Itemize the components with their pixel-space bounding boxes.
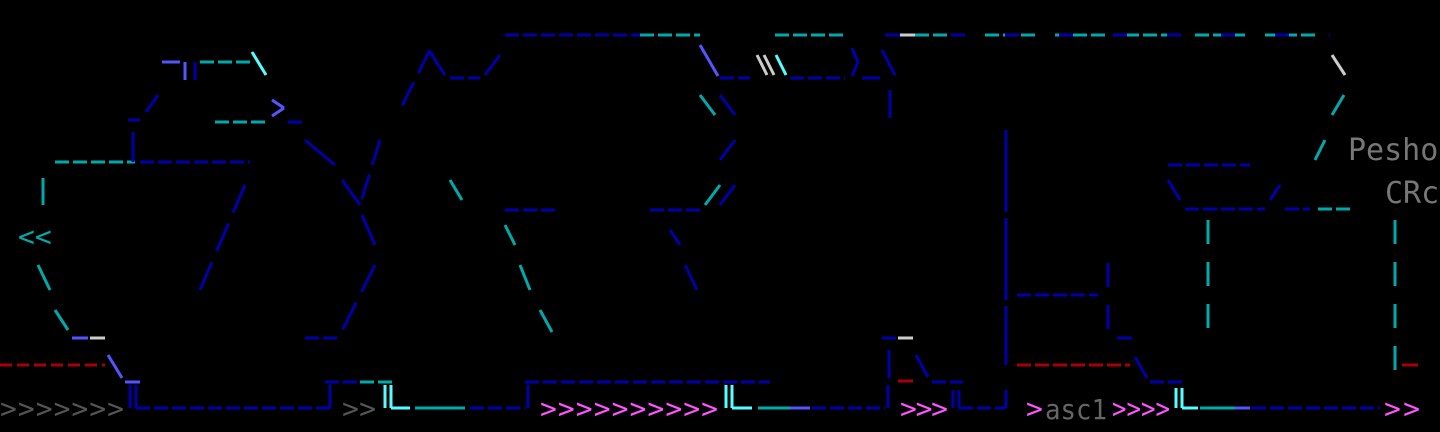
art-stroke [398,49,432,111]
magenta-chevron-one: > [1026,392,1043,425]
art-stroke [1330,94,1346,116]
art-stroke [1313,139,1327,161]
art-stroke [198,184,247,291]
art-stroke [358,139,382,206]
art-stroke [774,54,788,76]
art-stroke [518,264,532,291]
art-stroke [718,139,737,161]
art-stroke [718,94,737,116]
art-stroke [698,44,720,77]
magenta-chevrons-long: >>>>>>>>>> [540,392,718,425]
magenta-chevrons-four: >>>> [1112,392,1170,425]
magenta-chevrons-end: >> [1384,392,1420,425]
art-stroke [718,184,737,206]
art-stroke [428,51,447,76]
art-stroke [340,179,362,206]
art-stroke [880,49,897,76]
art-stroke [360,214,377,246]
session-label: asc1 [1045,393,1107,426]
art-stroke [850,61,860,77]
art-stroke [850,47,860,63]
art-stroke [36,264,52,291]
art-stroke [250,51,268,76]
art-stroke [755,54,769,76]
gray-chevrons: >>>>>>> [0,392,124,425]
art-stroke [503,224,517,246]
art-stroke [483,54,502,76]
art-stroke [106,354,124,379]
art-stroke [304,138,336,167]
art-stroke [1133,356,1149,379]
art-stroke [1166,179,1182,201]
art-stroke [53,309,70,331]
art-stroke [683,264,699,291]
name-label: Pesho [1348,133,1438,168]
art-stroke [1330,54,1347,76]
gray-chevrons-short: >> [342,392,376,425]
art-stroke [914,354,930,378]
art-stroke [668,229,682,246]
art-stroke [762,54,776,76]
art-stroke [703,184,722,206]
art-stroke [144,94,160,113]
ansi-art-lines [0,33,1418,410]
art-stroke [271,106,285,118]
art-stroke [271,98,285,110]
art-stroke [338,264,377,336]
left-arrows-glyph: << [18,220,52,253]
art-stroke [698,94,717,116]
magenta-chevrons-three: >>> [900,392,948,425]
group-label: CRc [1385,176,1439,211]
art-stroke [1268,184,1282,201]
art-stroke [538,309,554,333]
art-stroke [448,179,464,201]
